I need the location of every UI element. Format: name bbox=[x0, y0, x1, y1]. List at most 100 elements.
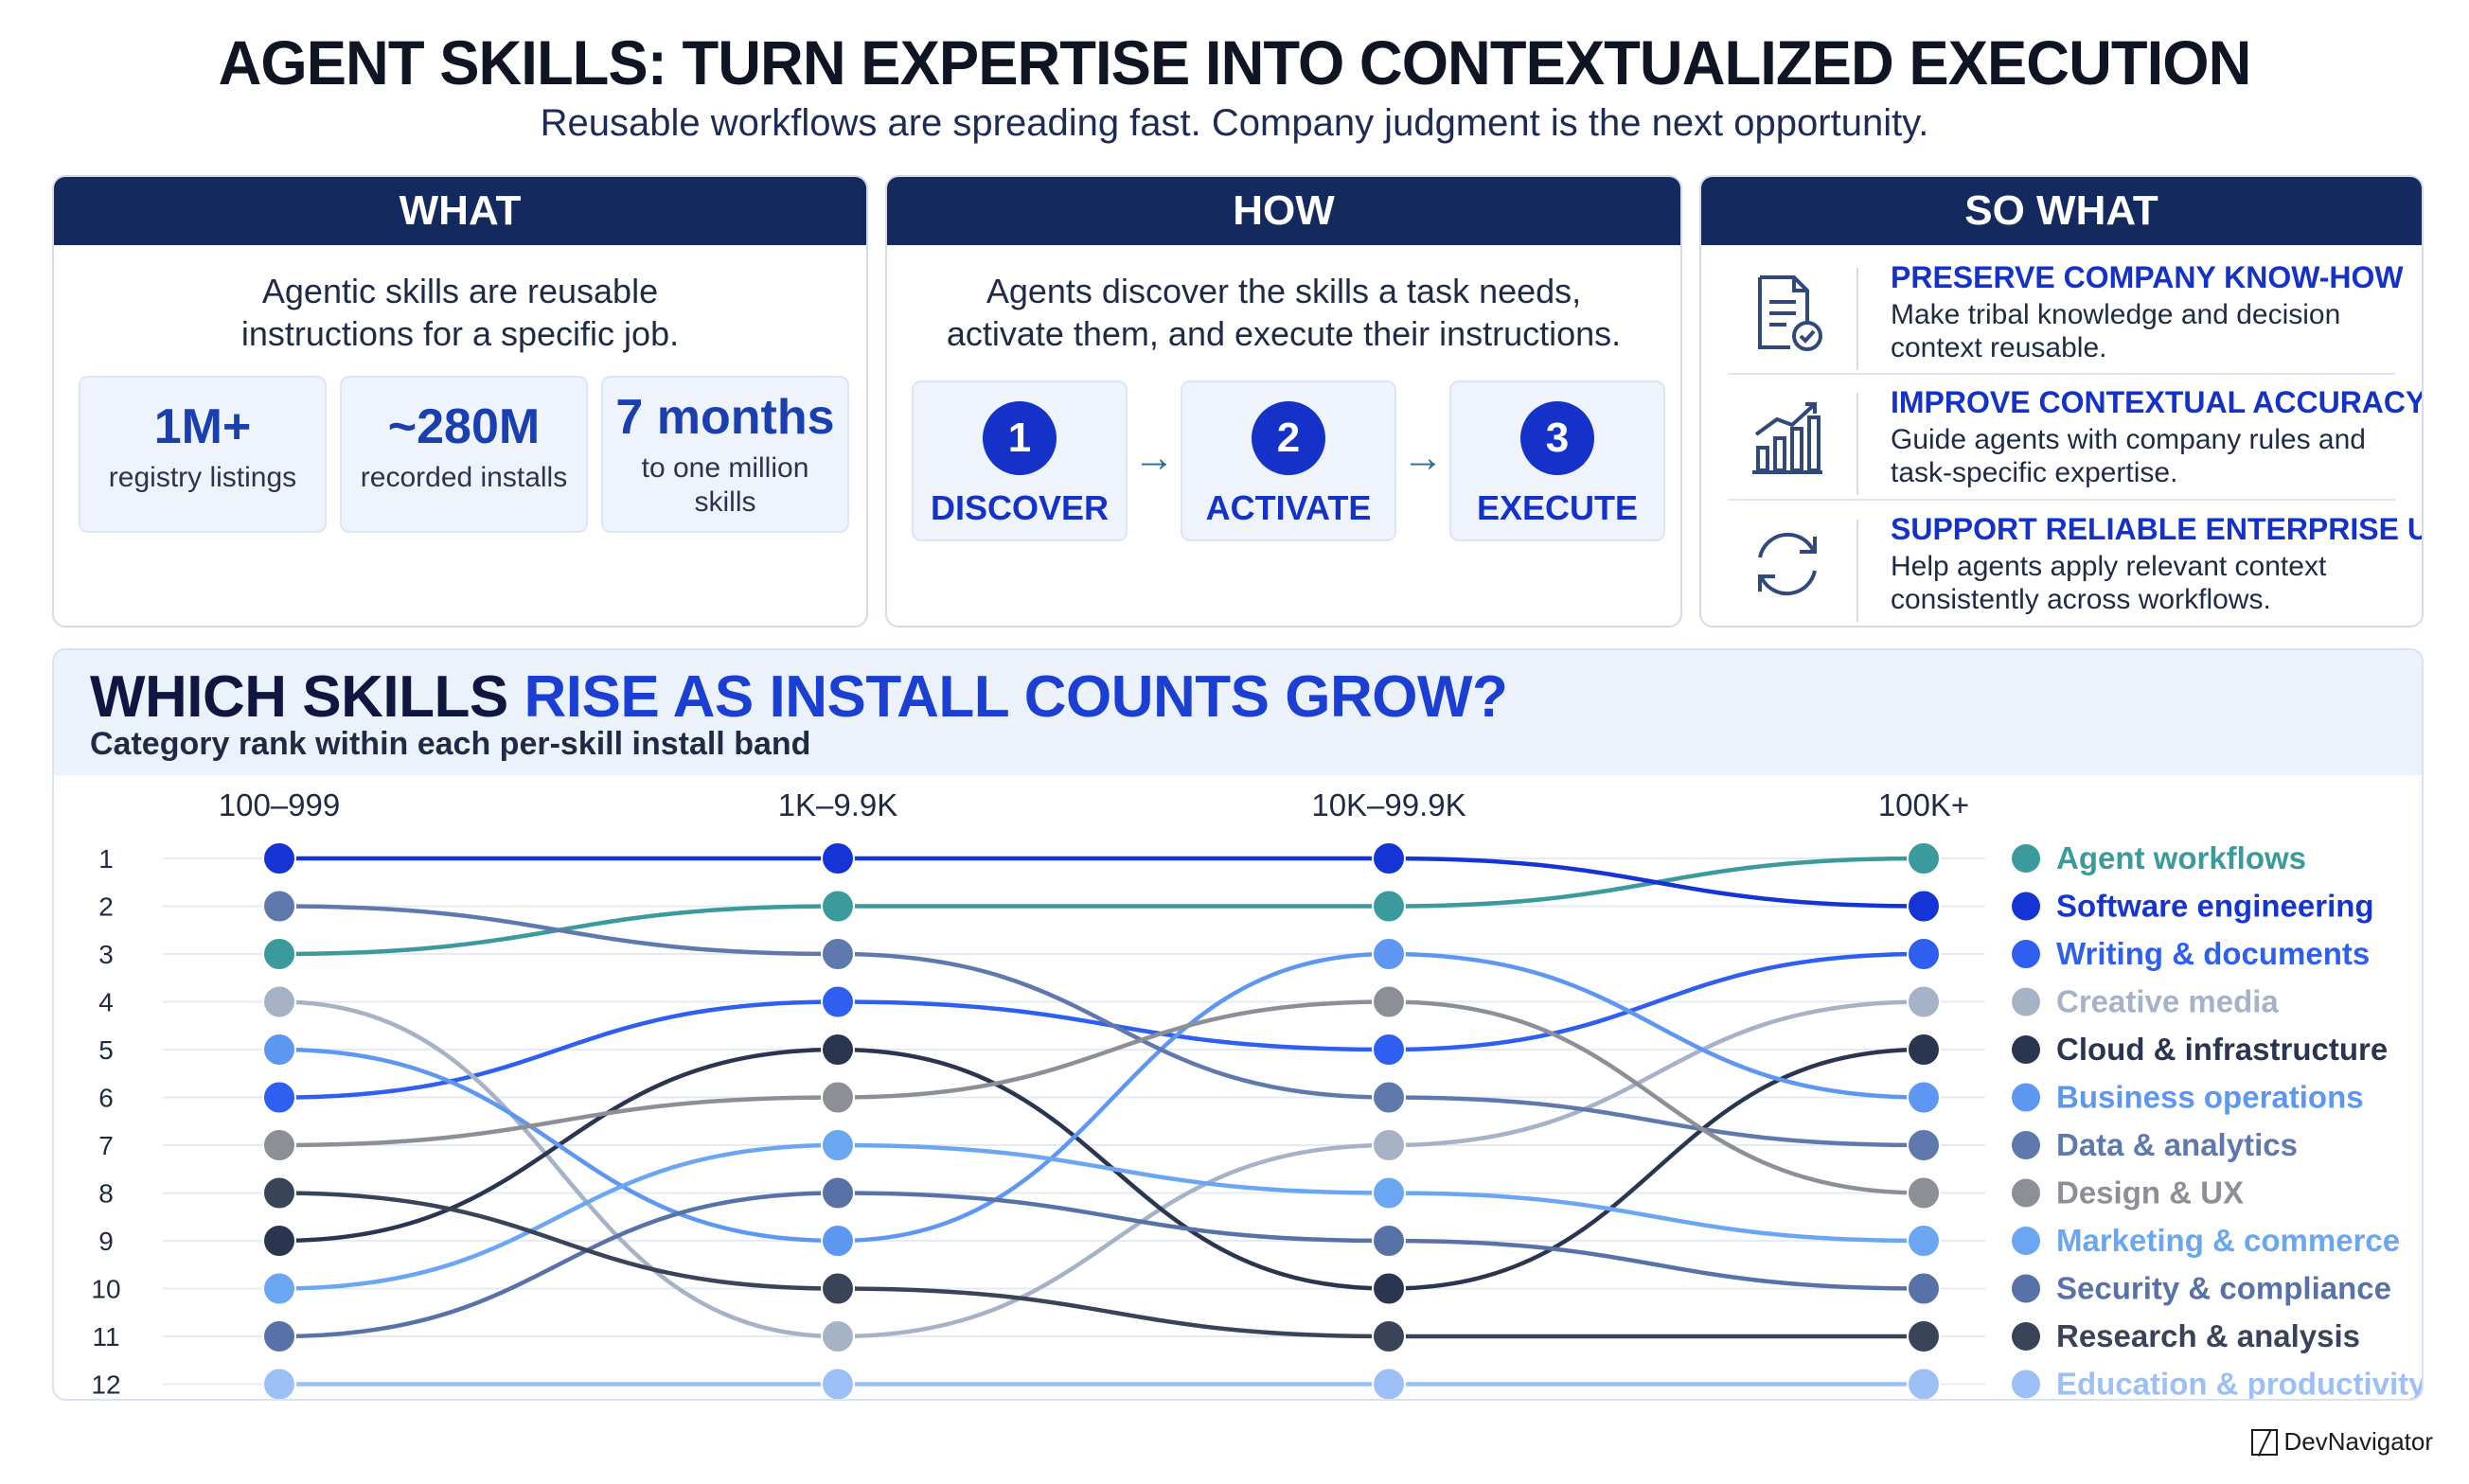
series-line bbox=[276, 999, 1927, 1195]
step-number: 2 bbox=[1252, 401, 1325, 475]
series-line bbox=[276, 904, 1927, 1148]
data-point bbox=[1907, 1224, 1941, 1258]
data-point bbox=[1372, 1080, 1406, 1115]
legend-label: Business operations bbox=[2056, 1080, 2364, 1115]
divider bbox=[1728, 373, 2395, 375]
legend-marker bbox=[2012, 1274, 2040, 1303]
so-what-item: PRESERVE COMPANY KNOW-HOW Make tribal kn… bbox=[1701, 258, 2422, 380]
stat-card: 7 months to one million skills bbox=[601, 376, 849, 533]
page-title: AGENT SKILLS: TURN EXPERTISE INTO CONTEX… bbox=[218, 27, 2252, 97]
legend-label: Security & compliance bbox=[2056, 1271, 2391, 1306]
data-point bbox=[262, 889, 296, 924]
step-activate: 2 ACTIVATE bbox=[1181, 380, 1396, 541]
so-what-title: SUPPORT RELIABLE ENTERPRISE USE bbox=[1891, 512, 2424, 546]
data-point bbox=[262, 841, 296, 875]
legend-label: Data & analytics bbox=[2056, 1127, 2298, 1162]
document-check-icon bbox=[1758, 275, 1822, 351]
so-what-panel: SO WHAT PRESERVE COMPANY KNOW-HOW Make t… bbox=[1699, 175, 2424, 627]
x-category-label: 10K–99.9K bbox=[1311, 787, 1465, 822]
data-point bbox=[821, 1175, 855, 1210]
step-number: 1 bbox=[983, 401, 1057, 475]
legend-label: Education & productivity bbox=[2056, 1367, 2422, 1400]
stat-value: ~280M bbox=[387, 399, 541, 454]
data-point bbox=[1372, 1175, 1406, 1210]
x-category-label: 100–999 bbox=[219, 787, 340, 822]
step-execute: 3 EXECUTE bbox=[1449, 380, 1665, 541]
what-text: Agentic skills are reusable instructions… bbox=[240, 272, 680, 353]
data-point bbox=[1907, 937, 1941, 971]
data-point bbox=[1372, 937, 1406, 971]
data-point bbox=[262, 1175, 296, 1210]
data-point bbox=[1907, 1367, 1941, 1399]
x-category-label: 1K–9.9K bbox=[778, 787, 898, 822]
stat-value: 7 months bbox=[615, 390, 835, 445]
stat-label: registry listings bbox=[108, 462, 297, 493]
data-point bbox=[821, 937, 855, 971]
so-what-item: IMPROVE CONTEXTUAL ACCURACY Guide agents… bbox=[1701, 383, 2422, 504]
so-what-desc: Guide agents with company rules and task… bbox=[1891, 424, 2366, 488]
series-line bbox=[276, 1191, 1927, 1339]
arrow-right-icon: → bbox=[1402, 434, 1444, 481]
legend-label: Software engineering bbox=[2056, 889, 2374, 924]
series-line bbox=[276, 951, 1927, 1100]
data-point bbox=[1907, 1319, 1941, 1353]
y-tick-label: 1 bbox=[98, 844, 114, 874]
data-point bbox=[821, 1367, 855, 1399]
data-point bbox=[1907, 1080, 1941, 1115]
chart-header: WHICH SKILLS RISE AS INSTALL COUNTS GROW… bbox=[54, 650, 2422, 775]
legend-label: Design & UX bbox=[2056, 1175, 2244, 1210]
step-label: DISCOVER bbox=[930, 488, 1110, 527]
data-point bbox=[262, 1033, 296, 1067]
stat-label: to one million skills bbox=[641, 452, 809, 518]
data-point bbox=[262, 1367, 296, 1399]
data-point bbox=[821, 1128, 855, 1162]
divider bbox=[1728, 499, 2395, 501]
chart-title-highlight: RISE AS INSTALL COUNTS GROW? bbox=[524, 664, 1508, 730]
data-point bbox=[262, 984, 296, 1019]
data-point bbox=[1907, 1128, 1941, 1162]
legend-marker bbox=[2012, 1131, 2040, 1159]
y-tick-label: 11 bbox=[92, 1322, 119, 1352]
legend-marker bbox=[2012, 1322, 2040, 1351]
series-line bbox=[276, 951, 1927, 1244]
y-tick-label: 10 bbox=[91, 1275, 120, 1304]
series-line bbox=[276, 1142, 1927, 1291]
stat-value: 1M+ bbox=[153, 399, 252, 454]
series-line bbox=[276, 999, 1927, 1339]
data-point bbox=[1372, 984, 1406, 1019]
divider bbox=[1856, 268, 1858, 370]
step-label: ACTIVATE bbox=[1205, 488, 1372, 527]
legend-label: Agent workflows bbox=[2056, 840, 2306, 875]
data-point bbox=[1372, 841, 1406, 875]
data-point bbox=[821, 841, 855, 875]
arrow-right-icon: → bbox=[1133, 434, 1175, 481]
what-heading: WHAT bbox=[54, 177, 866, 245]
stat-card: 1M+ registry listings bbox=[79, 376, 327, 533]
how-heading: HOW bbox=[887, 177, 1680, 245]
data-point bbox=[1372, 1319, 1406, 1353]
y-tick-label: 2 bbox=[98, 892, 114, 922]
data-point bbox=[1372, 1033, 1406, 1067]
so-what-item: SUPPORT RELIABLE ENTERPRISE USE Help age… bbox=[1701, 510, 2424, 626]
legend-marker bbox=[2012, 844, 2040, 873]
data-point bbox=[821, 889, 855, 924]
data-point bbox=[1907, 1271, 1941, 1306]
growth-chart-icon bbox=[1752, 402, 1822, 474]
so-what-desc: Help agents apply relevant context consi… bbox=[1891, 551, 2327, 615]
chart-title-part1: WHICH SKILLS bbox=[90, 664, 524, 730]
so-what-title: IMPROVE CONTEXTUAL ACCURACY bbox=[1891, 385, 2424, 419]
brand-name: DevNavigator bbox=[2283, 1427, 2433, 1456]
data-point bbox=[262, 1319, 296, 1353]
legend-marker bbox=[2012, 1035, 2040, 1064]
chart-title: WHICH SKILLS RISE AS INSTALL COUNTS GROW… bbox=[90, 663, 1508, 731]
legend-marker bbox=[2012, 1083, 2040, 1112]
legend-label: Writing & documents bbox=[2056, 936, 2370, 971]
chart-panel: WHICH SKILLS RISE AS INSTALL COUNTS GROW… bbox=[52, 648, 2424, 1401]
how-text: Agents discover the skills a task needs,… bbox=[946, 272, 1622, 353]
legend-label: Creative media bbox=[2056, 984, 2279, 1019]
legend-marker bbox=[2012, 892, 2040, 921]
data-point bbox=[1372, 1128, 1406, 1162]
data-point bbox=[821, 1319, 855, 1353]
x-category-label: 100K+ bbox=[1878, 787, 1969, 822]
data-point bbox=[1907, 841, 1941, 875]
